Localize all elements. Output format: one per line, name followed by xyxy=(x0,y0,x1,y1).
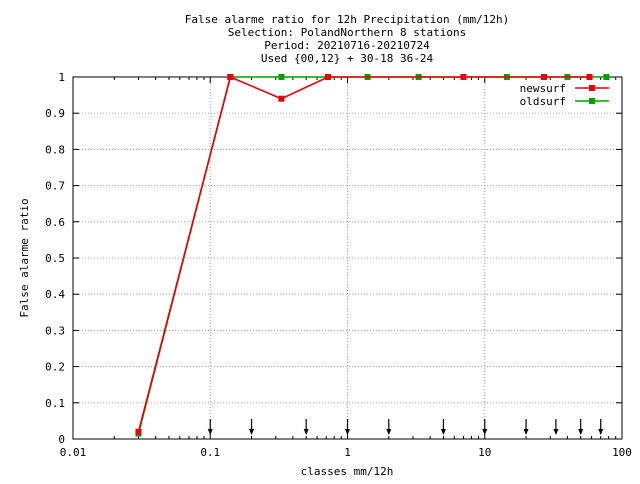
y-tick-label: 0.1 xyxy=(45,397,65,410)
series-line-oldsurf xyxy=(137,76,607,434)
x-tick-label: 10 xyxy=(478,446,491,459)
data-point-newsurf xyxy=(460,74,467,80)
y-tick-label: 0.8 xyxy=(45,143,65,156)
data-point-oldsurf xyxy=(603,74,610,80)
class-arrow-head xyxy=(482,429,488,435)
x-axis-ticks: 0.01 0.1 1 10 100 xyxy=(60,77,632,459)
x-tick-label: 1 xyxy=(344,446,351,459)
class-arrow-head xyxy=(598,429,604,435)
x-tick-label: 100 xyxy=(612,446,632,459)
x-tick-label: 0.01 xyxy=(60,446,87,459)
y-tick-label: 1 xyxy=(58,71,65,84)
y-tick-label: 0 xyxy=(58,433,65,446)
class-arrow-head xyxy=(303,429,309,435)
data-point-newsurf xyxy=(324,74,331,80)
data-point-newsurf xyxy=(540,74,547,80)
title-line-3: Period: 20210716-20210724 xyxy=(264,39,430,52)
class-arrow-head xyxy=(523,429,529,435)
class-arrow-head xyxy=(386,429,392,435)
class-arrow-head xyxy=(440,429,446,435)
y-tick-label: 0.4 xyxy=(45,288,65,301)
class-arrow-head xyxy=(345,429,350,435)
title-line-4: Used {00,12} + 30-18 36-24 xyxy=(261,52,434,65)
y-axis-ticks: 0 0.1 0.2 0.3 0.4 0.5 0.6 0.7 0.8 0.9 1 xyxy=(45,71,622,446)
legend-label-newsurf: newsurf xyxy=(520,82,566,95)
series-line-newsurf xyxy=(137,75,590,432)
series xyxy=(135,74,610,437)
y-tick-label: 0.3 xyxy=(45,324,65,337)
legend-marker-oldsurf xyxy=(589,98,595,104)
y-tick-label: 0.9 xyxy=(45,107,65,120)
y-tick-label: 0.2 xyxy=(45,361,65,374)
class-arrow-head xyxy=(578,429,584,435)
legend-label-oldsurf: oldsurf xyxy=(520,95,566,108)
y-tick-label: 0.6 xyxy=(45,216,65,229)
class-threshold-arrows xyxy=(207,419,604,435)
chart-title: False alarme ratio for 12h Precipitation… xyxy=(185,13,510,65)
data-point-newsurf xyxy=(227,74,234,80)
class-arrow-head xyxy=(553,429,559,435)
data-point-newsurf xyxy=(586,74,593,80)
class-arrow-head xyxy=(249,429,255,435)
y-axis-label: False alarme ratio xyxy=(18,198,31,317)
grid xyxy=(73,77,622,439)
data-point-oldsurf xyxy=(278,74,285,80)
legend-marker-newsurf xyxy=(589,85,595,91)
y-tick-label: 0.7 xyxy=(45,180,65,193)
data-point-newsurf xyxy=(278,95,285,102)
class-arrow-head xyxy=(207,429,213,435)
x-tick-label: 0.1 xyxy=(200,446,220,459)
data-point-newsurf xyxy=(135,428,142,435)
title-line-2: Selection: PolandNorthern 8 stations xyxy=(228,26,466,39)
x-axis-label: classes mm/12h xyxy=(301,465,394,478)
y-tick-label: 0.5 xyxy=(45,252,65,265)
title-line-1: False alarme ratio for 12h Precipitation… xyxy=(185,13,510,26)
